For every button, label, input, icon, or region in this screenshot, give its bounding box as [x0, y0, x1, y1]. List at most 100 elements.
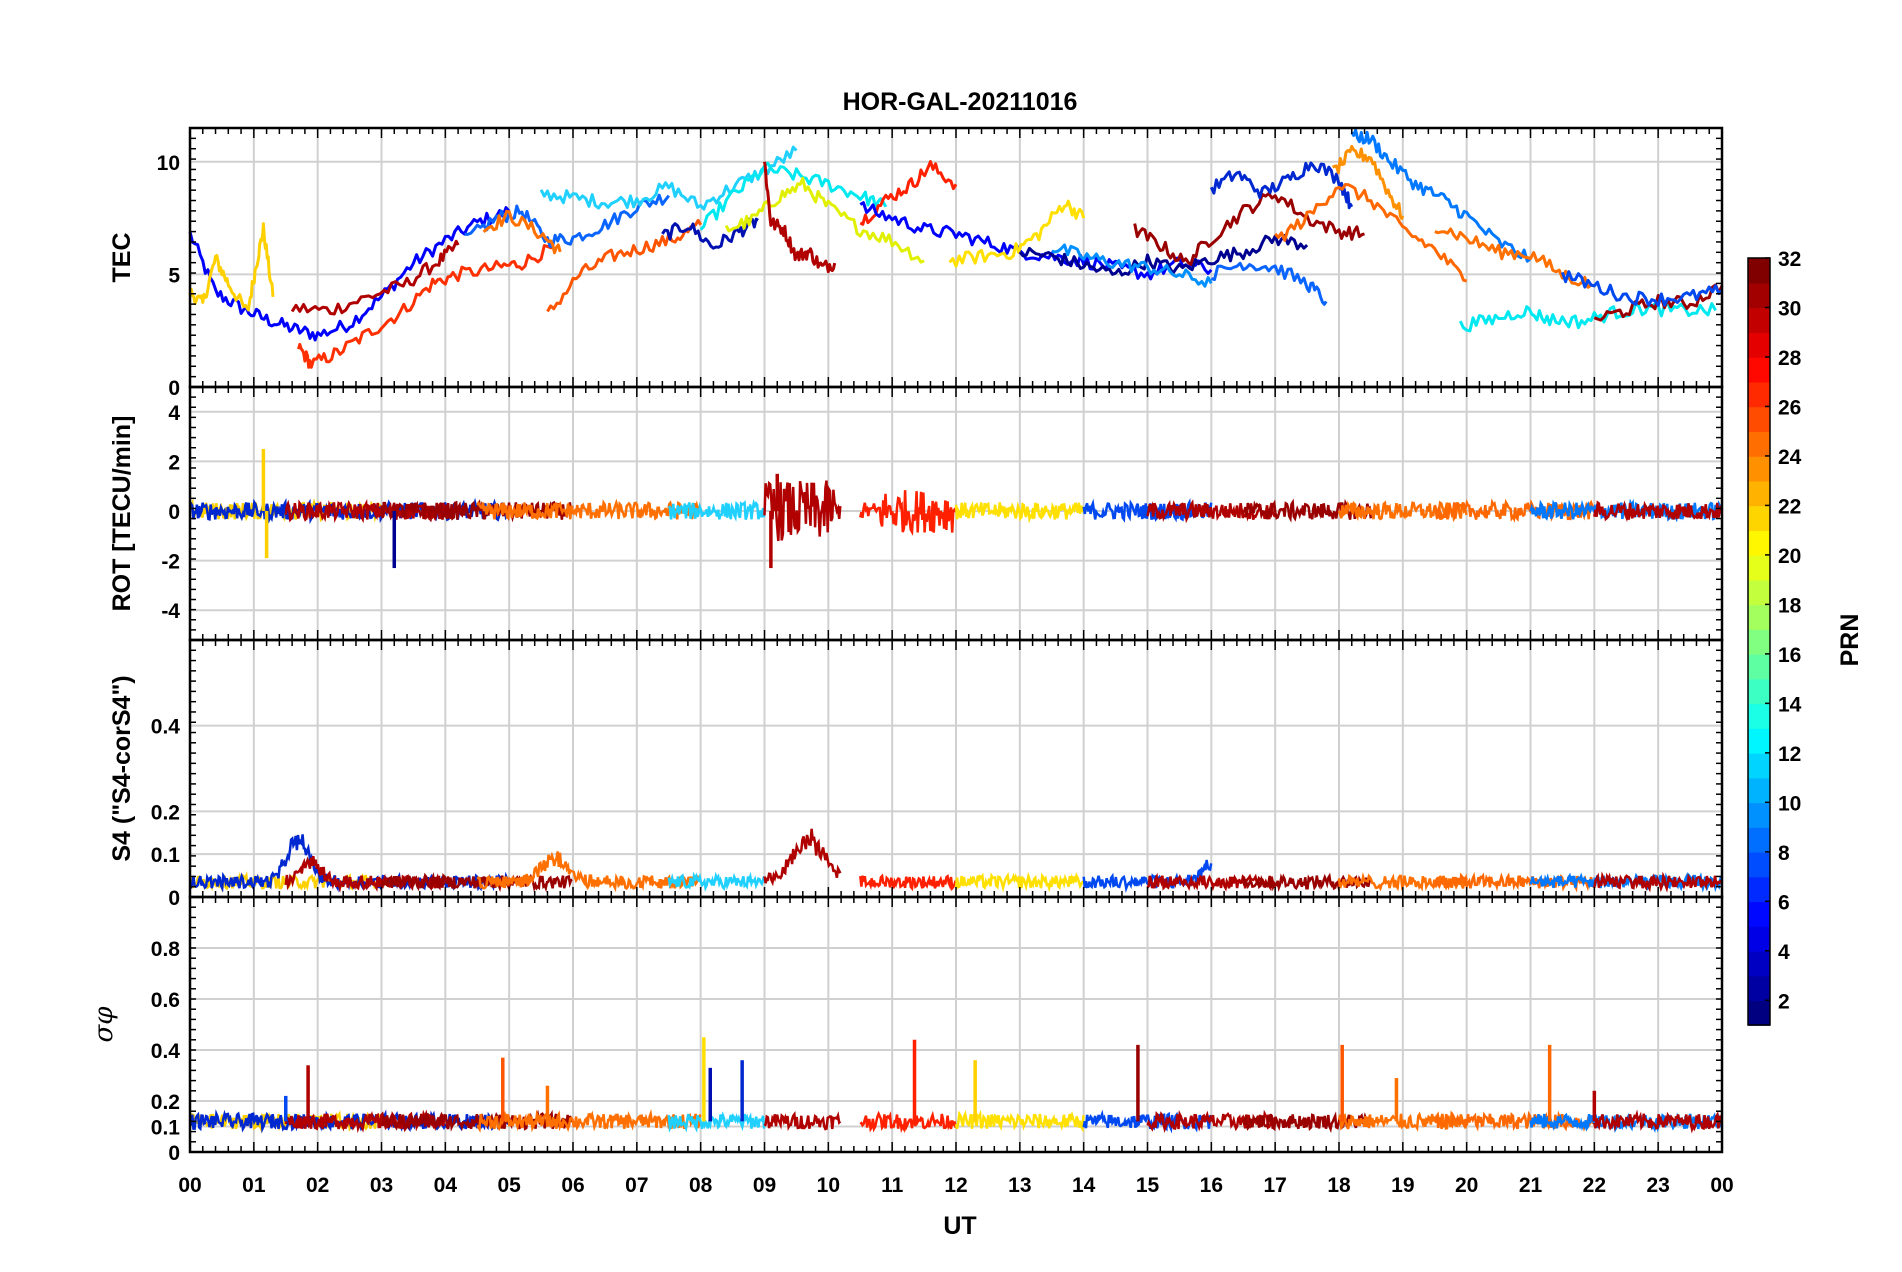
- rot-trace: [476, 498, 702, 521]
- rot-y-tick-label: 0: [168, 501, 180, 524]
- colorbar-tick-label: 32: [1778, 248, 1801, 271]
- colorbar-tick-label: 28: [1778, 347, 1802, 370]
- rot-trace: [1146, 499, 1277, 524]
- colorbar-swatch: [1748, 406, 1770, 432]
- colorbar-swatch: [1748, 901, 1770, 927]
- tec-series-prn-27: [297, 244, 555, 369]
- x-tick-labels: 00 01 02 03 04 05 06 07 08 09 10 11 12 13 14 15 16 17 18 19…: [178, 1174, 1733, 1197]
- sigma-trace: [859, 1110, 957, 1134]
- s4-trace: [763, 828, 842, 887]
- tec-series-prn-10: [1051, 243, 1213, 288]
- colorbar-swatch: [1748, 480, 1770, 507]
- rot-data: [188, 449, 1724, 569]
- colorbar-swatch: [1748, 728, 1770, 754]
- colorbar-swatch: [1748, 653, 1770, 680]
- colorbar-swatch: [1748, 554, 1770, 581]
- sigma-trace: [476, 1109, 702, 1133]
- colorbar-swatch: [1748, 381, 1770, 408]
- s4-trace: [476, 851, 701, 893]
- colorbar-swatch: [1748, 431, 1770, 457]
- x-tick-label: 04: [434, 1174, 458, 1197]
- tec-series-prn-26: [546, 218, 702, 313]
- sigma-trace: [954, 1109, 1085, 1133]
- colorbar-frame: [1747, 257, 1771, 1026]
- sigma-y-tick-label: 0: [168, 1142, 180, 1165]
- tec-y-axis-label: TEC: [108, 233, 136, 283]
- s4-trace: [954, 871, 1085, 893]
- x-tick-label: 00: [178, 1174, 201, 1197]
- x-tick-label: 09: [753, 1174, 776, 1197]
- colorbar-swatch: [1748, 604, 1770, 630]
- colorbar-tick-label: 18: [1778, 594, 1802, 617]
- s4-y-tick-label: 0.2: [151, 801, 180, 824]
- colorbar-swatch: [1748, 629, 1770, 655]
- colorbar-swatch: [1748, 282, 1770, 309]
- s4-trace: [859, 873, 957, 892]
- x-tick-label: 21: [1519, 1174, 1543, 1197]
- colorbar-tick-label: 16: [1778, 644, 1801, 667]
- panel-tec: 0 5 10 TEC: [108, 126, 1724, 400]
- colorbar-swatch: [1748, 579, 1770, 606]
- colorbar-tick-label: 6: [1778, 891, 1790, 914]
- tec-series-prn-13: [699, 161, 888, 231]
- s4-trace: [380, 872, 573, 893]
- x-tick-label: 00: [1710, 1174, 1733, 1197]
- rot-y-tick-label: -2: [161, 551, 180, 574]
- tec-series-prn-24: [1274, 183, 1468, 283]
- rot-y-tick-label: 4: [168, 402, 180, 425]
- tec-series-prn-22: [188, 222, 275, 312]
- s4-y-axis-label: S4 ("S4-corS4"): [108, 675, 136, 861]
- tec-series-prn-13: [1458, 301, 1717, 333]
- rot-trace: [1242, 498, 1373, 523]
- x-tick-label: 13: [1008, 1174, 1031, 1197]
- panel-s4: 0 0.1 0.2 0.4 S4 ("S4-corS4"): [108, 638, 1724, 910]
- colorbar-label: PRN: [1836, 614, 1864, 667]
- sigma-trace: [1242, 1111, 1372, 1134]
- sigma-trace: [1593, 1109, 1724, 1134]
- rot-y-tick-label: -4: [161, 600, 180, 623]
- sigma-y-tick-label: 0.4: [151, 1040, 181, 1063]
- tec-series-prn-23: [1331, 144, 1405, 220]
- s4-data: [189, 828, 1723, 893]
- tec-series-prn-21: [948, 199, 1086, 268]
- tec-series-prn-5: [1560, 270, 1724, 307]
- colorbar-swatch: [1748, 752, 1770, 779]
- colorbar-swatch: [1748, 530, 1770, 556]
- s4-trace: [1593, 871, 1723, 893]
- colorbar-tick-label: 22: [1778, 495, 1801, 518]
- x-tick-label: 02: [306, 1174, 329, 1197]
- rot-y-tick-label: 2: [168, 451, 180, 474]
- s4-trace: [1242, 872, 1372, 893]
- x-tick-label: 23: [1646, 1174, 1669, 1197]
- colorbar-tick-label: 14: [1778, 693, 1802, 716]
- rot-trace: [667, 498, 766, 522]
- tec-series-prn-3: [859, 201, 1213, 281]
- x-tick-label: 07: [625, 1174, 648, 1197]
- x-tick-label: 16: [1200, 1174, 1223, 1197]
- colorbar-tick-label: 20: [1778, 545, 1801, 568]
- colorbar-tick-label: 10: [1778, 792, 1801, 815]
- colorbar-tick-label: 2: [1778, 990, 1790, 1013]
- x-tick-label: 14: [1072, 1174, 1096, 1197]
- tec-y-tick-label: 5: [168, 264, 180, 287]
- colorbar-tick-label: 26: [1778, 396, 1801, 419]
- tec-series-prn-4: [1209, 161, 1354, 210]
- sigma-y-tick-label: 0.8: [151, 938, 181, 961]
- colorbar-swatch: [1748, 258, 1770, 284]
- tec-y-tick-label: 10: [157, 152, 180, 175]
- colorbar-swatch: [1748, 332, 1770, 358]
- colorbar-swatch: [1748, 802, 1770, 828]
- x-tick-label: 22: [1583, 1174, 1606, 1197]
- s4-trace: [667, 871, 766, 892]
- colorbar-swatch: [1748, 876, 1770, 903]
- tec-series-prn-1: [1018, 234, 1309, 277]
- colorbar-swatch: [1748, 703, 1770, 729]
- x-tick-label: 11: [881, 1174, 904, 1197]
- x-axis-label: UT: [943, 1212, 976, 1240]
- x-tick-label: 12: [944, 1174, 967, 1197]
- tec-data: [188, 128, 1724, 369]
- colorbar-tick-label: 24: [1778, 446, 1802, 469]
- colorbar-swatch: [1748, 505, 1770, 531]
